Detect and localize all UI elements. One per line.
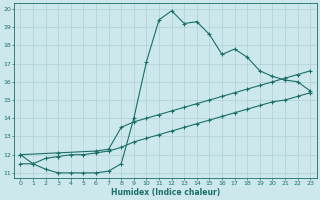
X-axis label: Humidex (Indice chaleur): Humidex (Indice chaleur) — [111, 188, 220, 197]
